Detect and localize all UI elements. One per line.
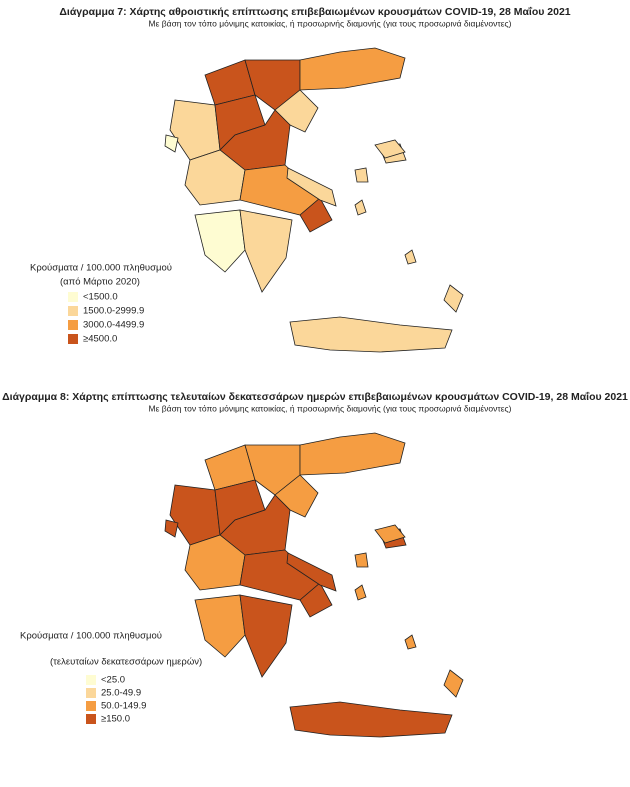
legend-swatch	[68, 292, 78, 302]
region	[299, 197, 333, 233]
choropleth	[164, 432, 464, 738]
legend-swatch	[86, 675, 96, 685]
legend-swatch	[86, 701, 96, 711]
region	[286, 552, 337, 592]
map-title: Διάγραμμα 7: Χάρτης αθροιστικής επίπτωση…	[59, 6, 570, 18]
legend-label: 3000.0-4499.9	[83, 320, 144, 331]
legend-swatch	[68, 334, 78, 344]
map-subtitle: Με βάση τον τόπο μόνιμης κατοικίας, ή πρ…	[149, 18, 512, 28]
region	[164, 134, 179, 153]
region	[354, 552, 369, 568]
legend-subtitle: (από Μάρτιο 2020)	[60, 277, 140, 288]
legend-subtitle: (τελευταίων δεκατεσσάρων ημερών)	[50, 657, 202, 668]
region	[374, 524, 406, 544]
region	[164, 519, 179, 538]
region	[404, 634, 417, 650]
region	[354, 167, 369, 183]
map-subtitle: Με βάση τον τόπο μόνιμης κατοικίας, ή πρ…	[149, 403, 512, 413]
legend-swatch	[86, 688, 96, 698]
region	[443, 284, 464, 313]
region	[354, 199, 367, 216]
region	[239, 209, 293, 293]
region	[354, 584, 367, 601]
map-title: Διάγραμμα 8: Χάρτης επίπτωσης τελευταίων…	[2, 391, 628, 403]
legend-label: <25.0	[101, 675, 125, 686]
region	[374, 139, 406, 159]
legend-swatch	[86, 714, 96, 724]
legend-label: ≥150.0	[101, 714, 130, 725]
region	[299, 47, 406, 91]
legend-label: 25.0-49.9	[101, 688, 141, 699]
region	[169, 99, 221, 161]
legend-label: <1500.0	[83, 292, 118, 303]
legend-swatch	[68, 306, 78, 316]
legend-label: 50.0-149.9	[101, 701, 146, 712]
region	[443, 669, 464, 698]
map: Διάγραμμα 8: Χάρτης επίπτωσης τελευταίων…	[2, 391, 628, 738]
region	[289, 701, 453, 738]
legend-title: Κρούσματα / 100.000 πληθυσμού	[30, 263, 172, 274]
region	[169, 484, 221, 546]
region	[299, 582, 333, 618]
choropleth	[164, 47, 464, 353]
region	[404, 249, 417, 265]
legend-label: 1500.0-2999.9	[83, 306, 144, 317]
legend-swatch	[68, 320, 78, 330]
legend-label: ≥4500.0	[83, 334, 117, 345]
region	[299, 432, 406, 476]
region	[289, 316, 453, 353]
region	[239, 594, 293, 678]
region	[194, 209, 246, 273]
maps: Διάγραμμα 7: Χάρτης αθροιστικής επίπτωση…	[2, 6, 628, 738]
legend-title: Κρούσματα / 100.000 πληθυσμού	[20, 631, 162, 642]
region	[286, 167, 337, 207]
region	[194, 594, 246, 658]
map: Διάγραμμα 7: Χάρτης αθροιστικής επίπτωση…	[30, 6, 571, 353]
